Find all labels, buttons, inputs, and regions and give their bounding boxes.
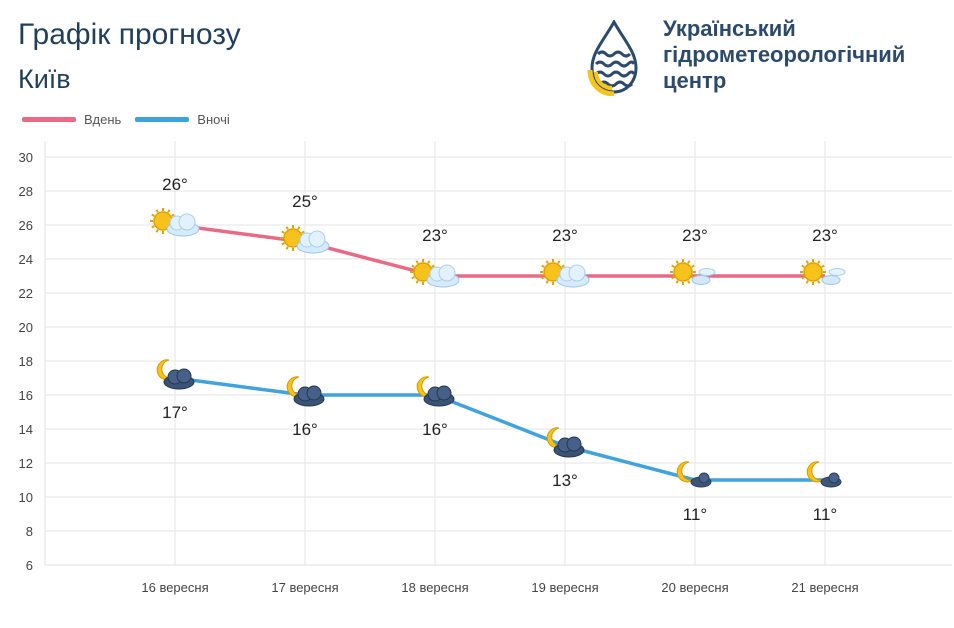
- data-label-day: 23°: [682, 226, 708, 245]
- y-tick-label: 20: [19, 320, 33, 335]
- org-line-3: центр: [663, 68, 727, 93]
- sun-cloud-icon: [540, 259, 590, 288]
- sun-cloud-icon: [410, 259, 460, 288]
- y-tick-label: 8: [26, 524, 33, 539]
- sun-cloud-icon: [150, 208, 200, 237]
- data-label-day: 25°: [292, 192, 318, 211]
- x-tick-label: 21 вересня: [791, 580, 858, 595]
- data-label-day: 26°: [162, 175, 188, 194]
- moon-cloud-icon: [416, 376, 455, 407]
- chart-title: Графік прогнозу: [18, 18, 241, 51]
- y-tick-label: 6: [26, 558, 33, 573]
- hydromet-logo-icon: [587, 20, 638, 96]
- y-tick-label: 10: [19, 490, 33, 505]
- y-tick-label: 16: [19, 388, 33, 403]
- x-tick-label: 19 вересня: [531, 580, 598, 595]
- y-tick-label: 12: [19, 456, 33, 471]
- x-tick-label: 16 вересня: [141, 580, 208, 595]
- y-tick-label: 22: [19, 286, 33, 301]
- y-tick-label: 28: [19, 184, 33, 199]
- x-tick-label: 17 вересня: [271, 580, 338, 595]
- legend-swatch-day: [22, 117, 76, 122]
- legend-item-night[interactable]: Вночі: [135, 112, 230, 127]
- sun-cloud-icon: [280, 225, 330, 254]
- data-label-day: 23°: [422, 226, 448, 245]
- org-line-1: Український: [663, 16, 796, 41]
- data-label-night: 11°: [813, 505, 837, 524]
- y-tick-label: 14: [19, 422, 33, 437]
- organization-name: Український гідрометеорологічний центр: [663, 16, 905, 94]
- moon-cloud-icon: [156, 359, 195, 390]
- data-label-night: 16°: [292, 420, 318, 439]
- y-tick-label: 26: [19, 218, 33, 233]
- legend-swatch-night: [135, 117, 190, 122]
- series-line-day: [174, 223, 825, 278]
- chart-legend: Вдень Вночі: [22, 112, 230, 127]
- moon-small-cloud-icon: [676, 461, 712, 488]
- y-tick-label: 30: [19, 150, 33, 165]
- data-label-night: 13°: [552, 471, 578, 490]
- moon-cloud-icon: [286, 376, 325, 407]
- data-label-day: 23°: [552, 226, 578, 245]
- legend-item-day[interactable]: Вдень: [22, 112, 121, 127]
- series-line-night: [174, 376, 825, 482]
- y-tick-label: 18: [19, 354, 33, 369]
- legend-label-night: Вночі: [197, 112, 230, 127]
- legend-label-day: Вдень: [84, 112, 122, 127]
- sun-small-cloud-icon: [800, 259, 846, 285]
- city-name: Київ: [18, 64, 71, 94]
- moon-small-cloud-icon: [806, 461, 842, 488]
- x-tick-label: 20 вересня: [661, 580, 728, 595]
- data-label-night: 16°: [422, 420, 448, 439]
- data-label-day: 23°: [812, 226, 838, 245]
- x-tick-label: 18 вересня: [401, 580, 468, 595]
- sun-small-cloud-icon: [670, 259, 716, 285]
- data-label-night: 17°: [162, 403, 188, 422]
- data-label-night: 11°: [683, 505, 707, 524]
- moon-cloud-icon: [546, 427, 585, 458]
- org-line-2: гідрометеорологічний: [663, 42, 906, 67]
- y-tick-label: 24: [19, 252, 33, 267]
